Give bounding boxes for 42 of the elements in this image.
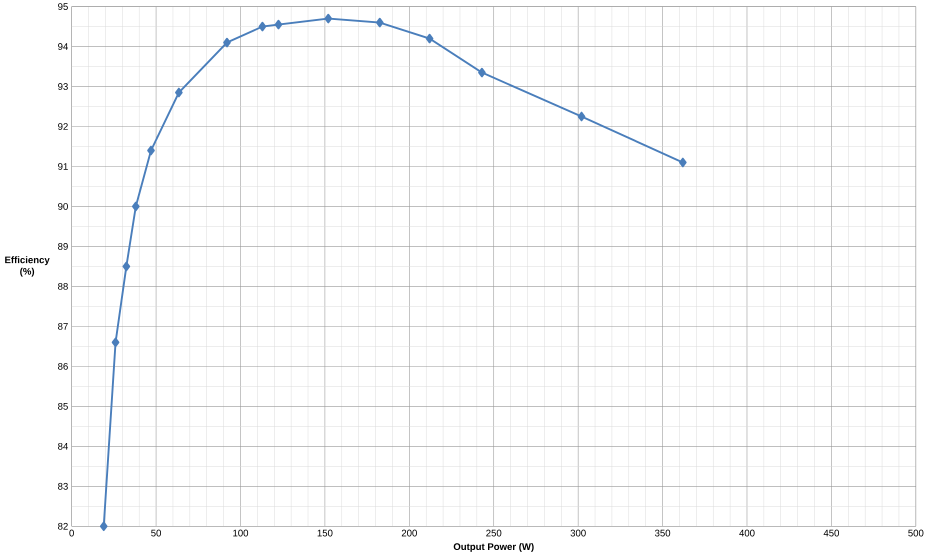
y-tick-label: 93 xyxy=(58,83,68,90)
point xyxy=(679,158,687,168)
point xyxy=(426,34,434,44)
y-tick-label: 82 xyxy=(58,522,68,530)
y-tick-label: 89 xyxy=(58,242,68,250)
point xyxy=(122,262,130,272)
x-tick-label: 200 xyxy=(402,530,417,536)
point xyxy=(274,20,282,30)
y-tick-label: 83 xyxy=(58,482,68,490)
x-tick-label: 150 xyxy=(318,530,333,536)
point xyxy=(223,38,231,48)
point xyxy=(100,521,108,532)
y-tick-label: 86 xyxy=(58,362,68,370)
x-tick-label: 0 xyxy=(69,530,74,536)
point xyxy=(175,88,183,98)
x-tick-label: 300 xyxy=(570,530,586,536)
y-tick-label: 95 xyxy=(58,3,68,10)
y-tick-label: 88 xyxy=(58,282,68,290)
y-tick-label: 91 xyxy=(58,163,68,170)
y-tick-label: 84 xyxy=(58,442,68,450)
x-tick-label: 250 xyxy=(486,530,502,536)
x-tick-label: 50 xyxy=(151,530,162,536)
x-axis-title: Output Power (W) xyxy=(454,542,534,552)
x-tick-label: 400 xyxy=(739,530,755,536)
x-tick-label: 500 xyxy=(908,530,924,536)
point xyxy=(132,202,140,212)
x-tick-label: 100 xyxy=(233,530,248,536)
y-axis-title: Efficiency (%) xyxy=(5,256,50,277)
y-tick-label: 85 xyxy=(58,402,68,410)
point xyxy=(147,146,155,156)
x-tick-label: 350 xyxy=(654,530,670,536)
point xyxy=(112,338,120,348)
y-tick-label: 87 xyxy=(58,322,68,330)
y-tick-label: 90 xyxy=(58,203,68,210)
point xyxy=(478,68,486,78)
point xyxy=(376,18,384,28)
point xyxy=(258,22,266,32)
point xyxy=(324,14,332,24)
y-tick-label: 94 xyxy=(58,43,68,50)
point xyxy=(578,112,586,122)
y-tick-label: 92 xyxy=(58,123,68,130)
x-tick-label: 450 xyxy=(824,530,840,536)
